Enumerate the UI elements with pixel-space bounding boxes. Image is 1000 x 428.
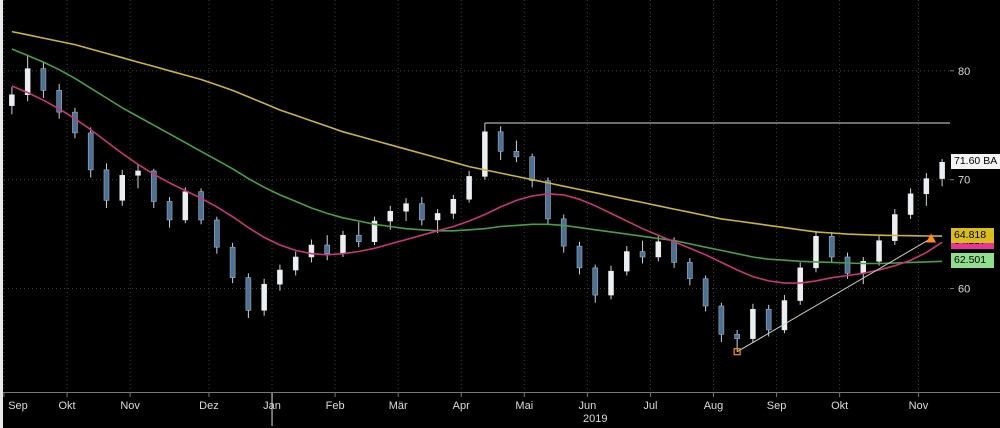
candle-up (403, 203, 409, 212)
year-label: 2019 (583, 413, 607, 425)
candle-up (608, 270, 614, 296)
candle-up (750, 308, 756, 339)
candle-down (687, 262, 693, 280)
candle-up (450, 199, 457, 214)
candle-down (40, 68, 47, 91)
candle-down (166, 201, 173, 221)
candle-down (702, 278, 709, 307)
month-label: Jul (643, 400, 657, 412)
candle-down (198, 191, 204, 221)
candle-down (87, 132, 94, 171)
candle-up (292, 256, 299, 271)
candle-down (229, 246, 236, 278)
month-label: Mär (389, 400, 408, 412)
candle-up (24, 68, 31, 95)
candle-down (150, 170, 157, 202)
candle-down (844, 256, 851, 274)
y-axis-label: 70 (958, 175, 970, 187)
candle-down (734, 333, 740, 339)
candle-up (434, 213, 441, 221)
last-price-badge: 71.60 BA (951, 154, 1000, 169)
window-edge-highlight (0, 0, 3, 428)
candle-down (103, 169, 110, 201)
candle-up (261, 283, 267, 311)
candle-down (56, 90, 62, 113)
y-axis-label: 60 (958, 284, 970, 296)
candle-down (245, 277, 252, 311)
ma-yellow-value-badge: 64.818 (951, 228, 994, 243)
candle-up (813, 236, 819, 269)
month-label: Apr (453, 400, 470, 412)
candle-down (513, 151, 520, 158)
candle-down (355, 234, 362, 243)
candle-up (277, 269, 283, 285)
ma-green-medium-line (11, 48, 943, 265)
candle-down (72, 111, 78, 134)
candle-down (324, 244, 331, 255)
month-label: Nov (909, 400, 929, 412)
candle-up (387, 210, 394, 222)
candle-up (876, 240, 882, 262)
month-label: Mai (515, 400, 533, 412)
candle-up (939, 161, 945, 179)
candle-down (560, 218, 567, 247)
month-label: Dez (199, 400, 219, 412)
candle-up (466, 176, 472, 200)
candle-down (576, 245, 583, 269)
candle-up (655, 241, 662, 258)
ma-yellow-long-line (11, 30, 943, 237)
candle-up (182, 191, 189, 221)
candle-up (892, 214, 898, 241)
candle-up (308, 244, 315, 258)
candle-up (624, 251, 630, 272)
candle-down (671, 241, 677, 263)
candle-up (9, 94, 15, 106)
candle-down (828, 235, 835, 258)
ma-magenta-short-line (11, 85, 943, 284)
candle-down (592, 267, 599, 296)
month-label: Sep (8, 400, 28, 412)
candle-up (907, 193, 914, 215)
candle-up (923, 178, 930, 195)
candle-up (797, 267, 803, 301)
trend-line[interactable] (736, 238, 932, 353)
candle-up (482, 131, 488, 177)
candle-up (119, 175, 125, 201)
candle-down (497, 131, 504, 152)
candle-down (529, 156, 535, 182)
candle-down (419, 203, 425, 221)
ma-green-value-badge: 62.501 (951, 253, 994, 268)
month-label: Okt (59, 400, 76, 412)
candle-down (545, 180, 551, 220)
candle-down (718, 305, 725, 335)
trend-start-marker[interactable] (733, 348, 741, 356)
candle-down (765, 308, 772, 331)
month-label: Okt (831, 400, 848, 412)
month-label: Aug (704, 400, 724, 412)
candle-down (214, 219, 220, 248)
y-axis-label: 80 (958, 66, 970, 78)
candle-up (135, 170, 141, 176)
month-label: Jun (578, 400, 596, 412)
candle-up (781, 300, 788, 331)
month-label: Sep (767, 400, 787, 412)
month-label: Nov (120, 400, 140, 412)
trend-end-marker[interactable] (926, 233, 937, 243)
candle-up (340, 234, 346, 254)
month-label: Feb (326, 400, 345, 412)
candle-down (639, 251, 646, 258)
candle-up (371, 220, 378, 242)
